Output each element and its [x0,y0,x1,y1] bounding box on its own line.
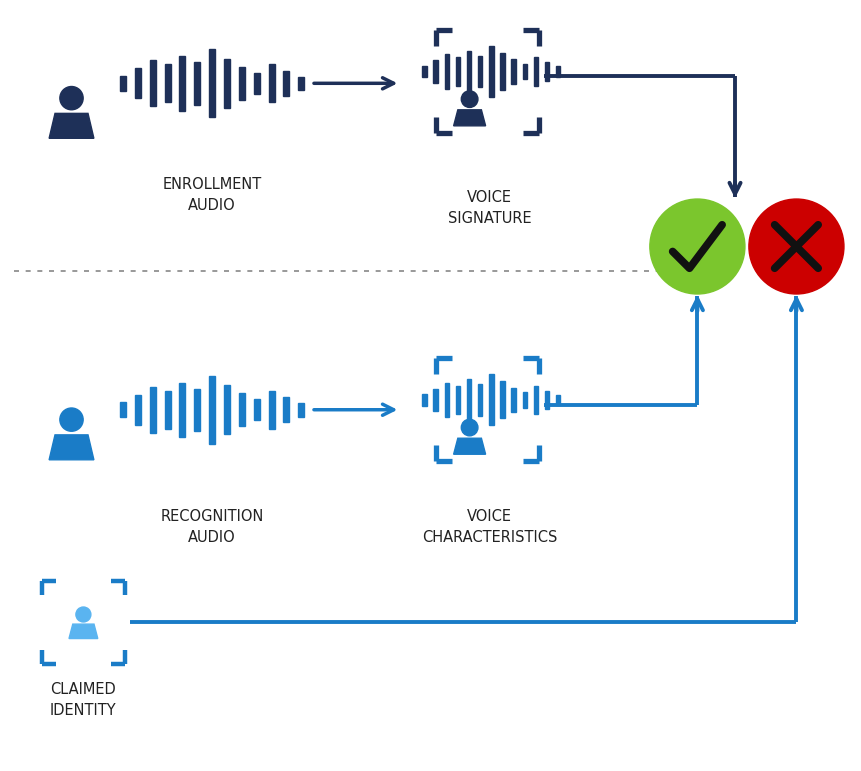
Bar [534,386,538,414]
Bar [444,382,449,417]
Bar [489,375,493,426]
Bar [545,391,549,409]
Bar [556,395,561,405]
Text: RECOGNITION
AUDIO: RECOGNITION AUDIO [160,509,263,544]
Bar [195,389,201,431]
Text: ENROLLMENT
AUDIO: ENROLLMENT AUDIO [163,177,262,214]
Bar [467,51,471,92]
Bar [511,388,516,412]
Text: VOICE
SIGNATURE: VOICE SIGNATURE [448,190,531,226]
Bar [444,54,449,89]
Bar [478,56,482,87]
Bar [283,71,289,96]
Bar [224,386,230,434]
Bar [455,57,461,86]
Bar [135,395,141,425]
Bar [500,53,505,89]
Bar [135,69,141,98]
Bar [150,386,156,433]
Bar [298,403,304,416]
Bar [433,60,438,82]
Polygon shape [454,109,486,126]
Bar [523,64,527,79]
Circle shape [76,607,91,622]
Bar [478,384,482,416]
Circle shape [60,408,84,431]
Circle shape [650,199,745,294]
Bar [269,64,275,103]
Polygon shape [49,435,94,460]
Bar [489,46,493,97]
Bar [283,398,289,422]
Bar [556,66,561,76]
Bar [455,386,461,414]
Bar [423,394,427,406]
Bar [254,399,260,420]
Text: VOICE
CHARACTERISTICS: VOICE CHARACTERISTICS [422,509,557,544]
Polygon shape [454,438,486,454]
Polygon shape [69,624,98,638]
Bar [433,389,438,411]
Circle shape [749,199,844,294]
Bar [179,56,185,110]
Bar [164,391,170,429]
Bar [150,60,156,106]
Bar [254,73,260,93]
Bar [467,379,471,420]
Circle shape [60,86,84,109]
Bar [179,382,185,437]
Bar [120,76,126,91]
Circle shape [461,91,478,107]
Bar [500,382,505,418]
Bar [545,62,549,81]
Bar [209,49,215,117]
Bar [298,76,304,90]
Bar [423,66,427,77]
Bar [238,393,245,426]
Bar [224,59,230,108]
Bar [120,402,126,417]
Text: CLAIMED
IDENTITY: CLAIMED IDENTITY [50,682,117,718]
Bar [523,392,527,408]
Polygon shape [49,113,94,138]
Bar [164,64,170,103]
Bar [269,391,275,429]
Circle shape [461,419,478,436]
Bar [238,67,245,99]
Bar [209,375,215,444]
Bar [195,62,201,105]
Bar [534,57,538,86]
Bar [511,59,516,84]
